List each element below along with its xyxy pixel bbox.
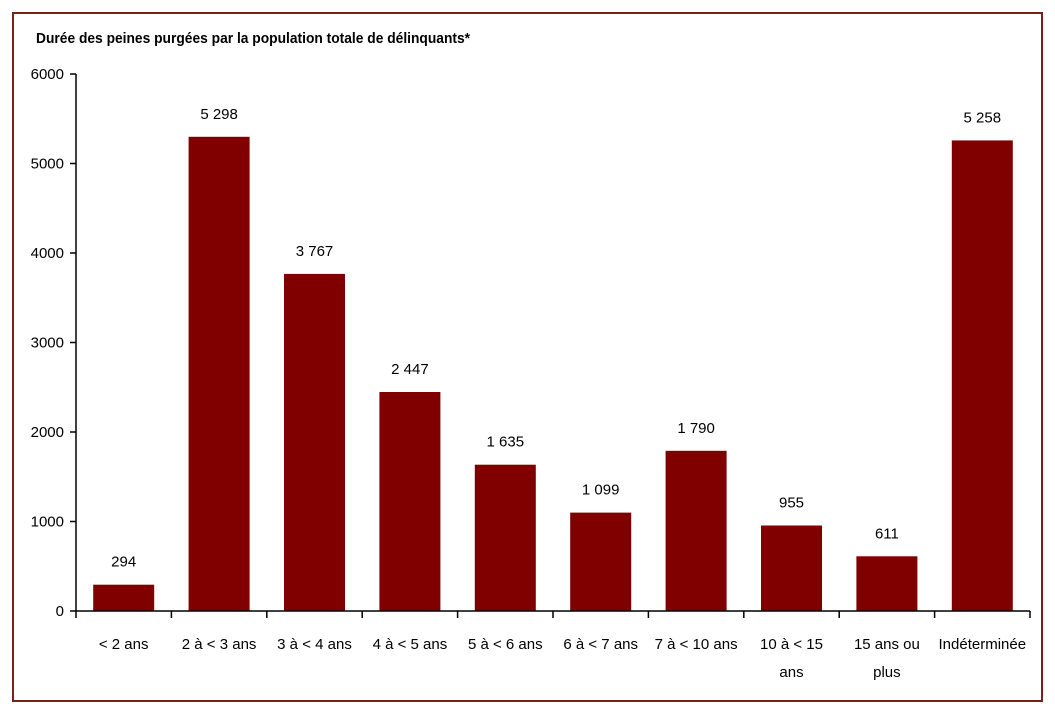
value-label: 1 635 <box>487 434 525 451</box>
x-categories-group: < 2 ans 2 à < 3 ans 3 à < 4 ans 4 à < 5 ans… <box>75 611 1031 681</box>
value-label: 5 298 <box>200 106 238 123</box>
value-label: 955 <box>779 495 804 512</box>
bars-group <box>93 136 1013 612</box>
x-category-label: Indéterminée <box>939 636 1027 653</box>
value-label: 2 447 <box>391 361 429 378</box>
x-category-label: 10 à < 15 ans <box>760 636 823 681</box>
x-category-label: 5 à < 6 ans <box>468 636 543 653</box>
y-tick-label: 0 <box>56 603 64 620</box>
y-tick-label: 4000 <box>31 245 64 262</box>
x-category-label: 15 ans ou plus <box>854 636 920 681</box>
bar <box>284 273 345 611</box>
x-category-label: 2 à < 3 ans <box>182 636 257 653</box>
y-ticks-group: 0 1000 2000 3000 4000 5000 6000 <box>31 66 76 620</box>
value-labels-group: 294 5 298 3 767 2 447 1 635 1 099 1 790 955 611 5… <box>111 106 1001 571</box>
bar <box>856 556 918 611</box>
y-tick-label: 2000 <box>31 424 64 441</box>
bar <box>93 584 155 611</box>
value-label: 5 258 <box>964 109 1002 126</box>
bar <box>188 136 250 612</box>
y-tick-label: 3000 <box>31 335 64 352</box>
value-label: 1 099 <box>582 482 620 499</box>
value-label: 294 <box>111 554 136 571</box>
value-label: 1 790 <box>677 420 715 437</box>
bar <box>474 464 536 611</box>
y-tick-label: 6000 <box>31 66 64 83</box>
x-category-label: 4 à < 5 ans <box>373 636 448 653</box>
x-category-label: 3 à < 4 ans <box>277 636 352 653</box>
y-tick-label: 1000 <box>31 514 64 531</box>
y-tick-label: 5000 <box>31 156 64 173</box>
bar <box>379 392 441 611</box>
x-category-label: 6 à < 7 ans <box>563 636 638 653</box>
x-category-label: < 2 ans <box>99 636 149 653</box>
chart-title: Durée des peines purgées par la populati… <box>36 30 471 47</box>
bar <box>951 140 1013 611</box>
bar <box>761 525 822 611</box>
x-category-label: 7 à < 10 ans <box>655 636 738 653</box>
bar <box>665 450 727 611</box>
value-label: 611 <box>875 525 899 542</box>
value-label: 3 767 <box>296 243 334 260</box>
bar <box>570 512 632 611</box>
